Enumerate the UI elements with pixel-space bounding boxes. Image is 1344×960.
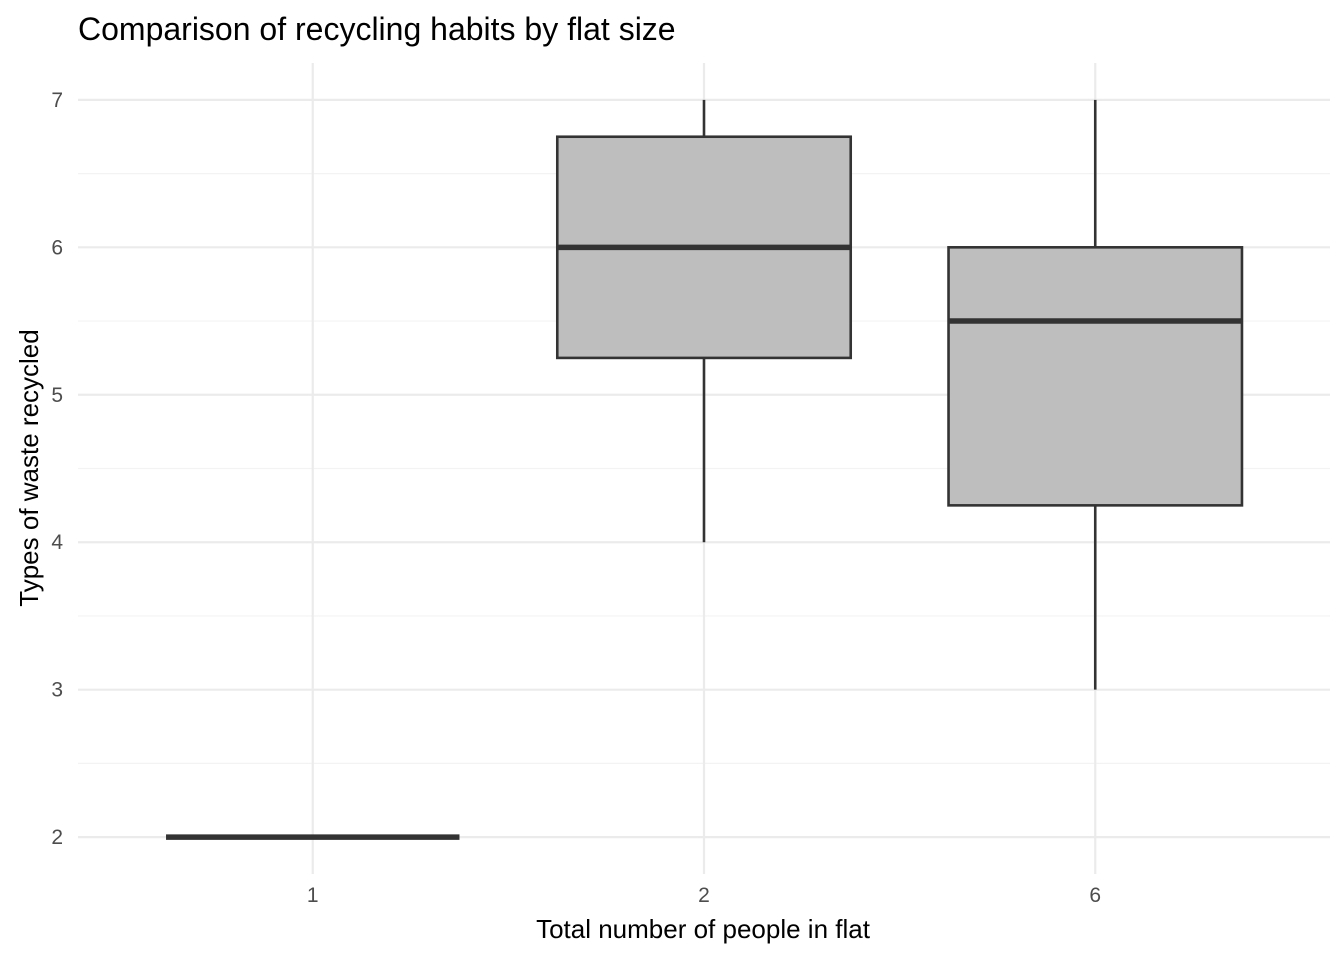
y-tick-label: 7 <box>51 89 63 112</box>
y-tick-label: 2 <box>51 826 63 849</box>
box-2 <box>555 99 853 543</box>
y-axis-title: Types of waste recycled <box>14 329 44 606</box>
x-axis-title: Total number of people in flat <box>536 914 871 944</box>
x-tick-label: 2 <box>698 884 710 907</box>
x-tick-label: 6 <box>1089 884 1101 907</box>
x-tick-label: 1 <box>307 884 319 907</box>
boxes <box>166 99 1244 840</box>
box-6 <box>947 99 1244 690</box>
y-tick-label: 6 <box>51 236 63 259</box>
box-iqr <box>947 246 1244 507</box>
tick-labels: 2 3 4 5 6 7 1 2 6 <box>51 89 1101 907</box>
y-tick-label: 3 <box>51 679 63 702</box>
y-tick-label: 5 <box>51 384 63 407</box>
chart-title: Comparison of recycling habits by flat s… <box>78 11 676 47</box>
y-tick-label: 4 <box>51 531 63 554</box>
